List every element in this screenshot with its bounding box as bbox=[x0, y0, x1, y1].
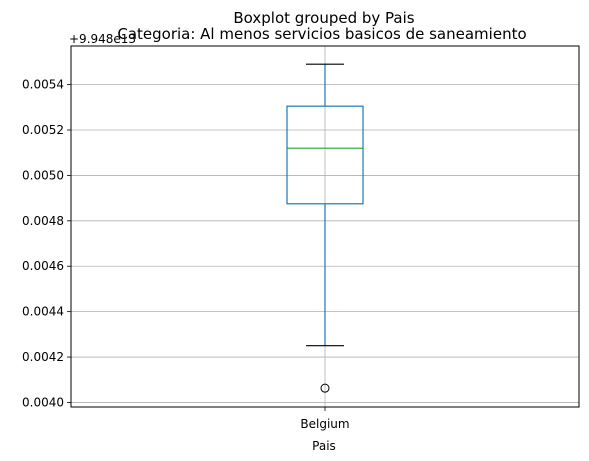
y-tick-label: 0.0054 bbox=[22, 78, 64, 92]
chart-title: Categoria: Al menos servicios basicos de… bbox=[117, 25, 526, 43]
y-tick-label: 0.0040 bbox=[22, 395, 64, 409]
iqr-box bbox=[286, 105, 364, 205]
y-tick-label: 0.0042 bbox=[22, 350, 64, 364]
outlier-point bbox=[320, 383, 330, 393]
y-tick-label: 0.0044 bbox=[22, 305, 64, 319]
plot-frame bbox=[70, 45, 580, 408]
x-axis-ticks: Belgium bbox=[300, 407, 350, 431]
y-tick-label: 0.0048 bbox=[22, 214, 64, 228]
box-series bbox=[286, 63, 364, 393]
y-tick-label: 0.0052 bbox=[22, 123, 64, 137]
x-tick-label: Belgium bbox=[300, 417, 349, 431]
y-offset-label: +9.948e13 bbox=[69, 32, 136, 46]
figure-suptitle: Boxplot grouped by Pais bbox=[233, 9, 414, 27]
y-tick-label: 0.0046 bbox=[22, 259, 64, 273]
y-axis-ticks: 0.0040 0.0042 0.0044 0.0046 0.0048 0.0050 0.00… bbox=[22, 78, 71, 409]
x-axis-label: Pais bbox=[312, 439, 336, 453]
y-tick-label: 0.0050 bbox=[22, 168, 64, 182]
